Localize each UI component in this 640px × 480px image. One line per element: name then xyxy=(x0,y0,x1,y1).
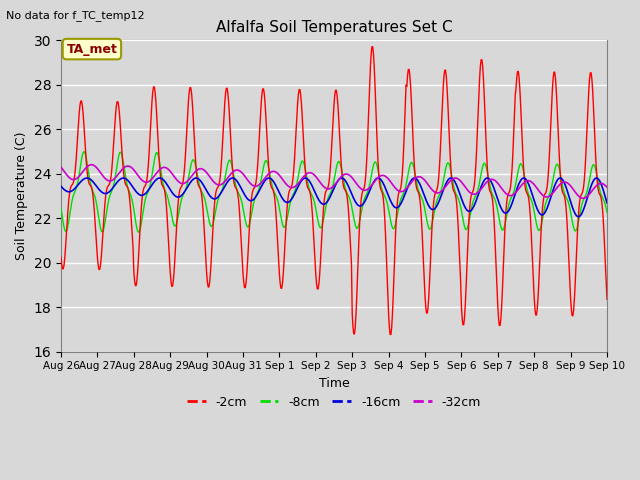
X-axis label: Time: Time xyxy=(319,377,349,390)
Text: No data for f_TC_temp12: No data for f_TC_temp12 xyxy=(6,10,145,21)
Text: TA_met: TA_met xyxy=(67,43,117,56)
Title: Alfalfa Soil Temperatures Set C: Alfalfa Soil Temperatures Set C xyxy=(216,20,452,35)
Y-axis label: Soil Temperature (C): Soil Temperature (C) xyxy=(15,132,28,260)
Legend: -2cm, -8cm, -16cm, -32cm: -2cm, -8cm, -16cm, -32cm xyxy=(182,391,486,414)
